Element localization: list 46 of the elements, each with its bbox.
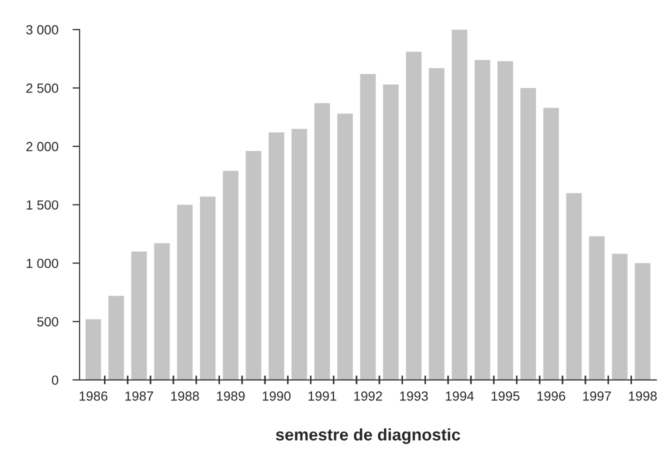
bar [383,84,399,380]
bar [222,170,238,380]
bar [589,236,605,380]
x-tick-label: 1994 [446,391,474,401]
bar [612,254,628,380]
bar [314,103,330,380]
bar [566,193,582,380]
x-tick-label: 1998 [628,391,657,401]
bar [177,204,193,380]
bar [268,132,284,380]
y-tick-label: 3 000 [26,25,58,34]
x-tick-label: 1988 [171,391,199,401]
bar [108,296,124,380]
x-tick-label: 1990 [262,391,291,401]
bar [246,151,262,380]
x-axis-title: semestre de diagnostic [276,428,460,444]
bar [452,30,468,380]
bar [360,74,376,380]
x-tick-label: 1997 [583,391,611,401]
bar [406,52,422,380]
bar [200,196,216,380]
bar [337,114,353,380]
x-tick-label: 1991 [308,391,336,401]
bar [428,68,444,380]
x-tick-label: 1996 [537,391,566,401]
x-tick-label: 1987 [125,391,154,401]
bar [474,60,490,380]
bar [498,61,514,380]
bar [543,108,559,380]
bar [292,128,308,380]
y-tick-label: 2 500 [26,84,58,93]
y-tick-label: 500 [37,317,58,326]
x-tick-label: 1992 [354,391,382,401]
y-tick-label: 1 500 [26,200,58,210]
y-tick-label: 1 000 [26,258,58,268]
x-tick-label: 1993 [400,391,428,401]
bar [154,243,170,380]
y-tick-label: 0 [52,375,58,385]
bar [634,263,650,380]
bar [86,319,102,380]
x-tick-label: 1986 [80,391,108,401]
y-tick-label: 2 000 [26,142,58,152]
bar [131,251,147,380]
bar [520,88,536,380]
x-tick-label: 1989 [216,391,245,401]
x-tick-label: 1995 [492,391,520,401]
